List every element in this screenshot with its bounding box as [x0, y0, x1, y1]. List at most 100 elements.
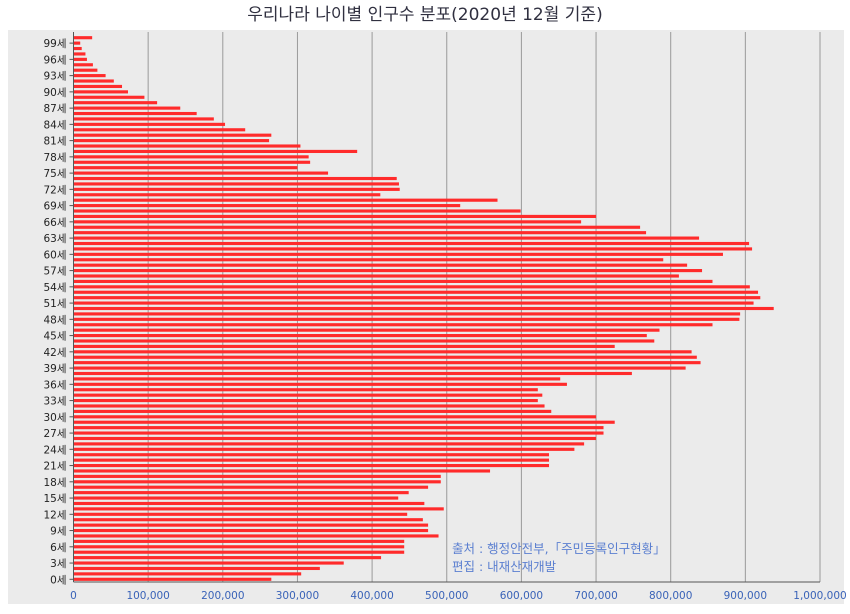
bar-age-5 [73, 550, 405, 554]
y-tick-label: 66세 [43, 217, 66, 229]
bar-age-8 [73, 534, 439, 538]
y-tick-label: 18세 [43, 477, 66, 489]
bar-age-42 [73, 350, 692, 354]
bar-age-48 [73, 317, 740, 321]
bar-age-60 [73, 252, 723, 256]
bar-age-52 [73, 296, 761, 300]
x-tick-label: 600,000 [500, 590, 543, 602]
bar-age-58 [73, 263, 688, 267]
bar-age-57 [73, 269, 703, 273]
bar-age-9 [73, 528, 429, 533]
chart-title: 우리나라 나이별 인구수 분포(2020년 12월 기준) [247, 5, 602, 25]
bar-age-40 [73, 361, 701, 365]
bar-age-97 [73, 52, 86, 56]
bar-age-72 [73, 187, 400, 191]
bar-age-25 [73, 442, 585, 446]
y-tick-label: 93세 [43, 71, 66, 83]
bar-age-35 [73, 388, 538, 392]
bar-age-32 [73, 404, 545, 408]
bar-age-78 [73, 155, 309, 159]
bar-age-31 [73, 409, 552, 413]
bar-age-74 [73, 176, 397, 181]
y-tick-label: 60세 [43, 249, 66, 261]
bar-age-56 [73, 274, 679, 278]
bar-age-47 [73, 323, 713, 327]
bar-age-89 [73, 95, 145, 99]
bar-age-69 [73, 204, 461, 208]
bar-age-34 [73, 393, 543, 397]
bar-age-71 [73, 193, 381, 197]
bar-age-80 [73, 144, 301, 148]
bar-age-93 [73, 74, 106, 78]
bar-age-49 [73, 312, 741, 316]
y-tick-label: 87세 [43, 103, 66, 115]
bar-age-22 [73, 458, 550, 462]
bar-age-73 [73, 182, 399, 186]
editor-note: 편집 : 내재산재개발 [452, 559, 557, 574]
bar-age-39 [73, 366, 686, 370]
bar-age-54 [73, 285, 750, 289]
y-tick-label: 54세 [43, 282, 66, 294]
bar-age-94 [73, 68, 98, 72]
x-tick-label: 800,000 [649, 590, 692, 602]
bar-age-13 [73, 507, 444, 511]
bar-age-29 [73, 420, 615, 424]
y-tick-label: 21세 [43, 461, 66, 473]
bar-age-41 [73, 355, 697, 359]
bar-age-45 [73, 334, 647, 338]
bar-layer [73, 36, 774, 581]
bar-age-43 [73, 344, 615, 348]
bar-age-33 [73, 399, 538, 403]
bar-age-66 [73, 220, 582, 224]
bar-age-24 [73, 447, 575, 451]
bar-age-38 [73, 371, 632, 376]
y-tick-label: 30세 [43, 412, 66, 424]
bar-age-96 [73, 57, 87, 61]
y-tick-label: 96세 [43, 54, 66, 66]
bar-age-53 [73, 290, 759, 294]
bar-age-37 [73, 377, 561, 381]
y-tick-label: 48세 [43, 314, 66, 326]
y-tick-label: 72세 [43, 184, 66, 196]
bar-age-18 [73, 480, 441, 484]
bar-age-23 [73, 453, 550, 457]
bar-age-61 [73, 247, 753, 251]
bar-age-55 [73, 279, 713, 283]
bar-age-4 [73, 556, 382, 560]
bar-age-12 [73, 512, 408, 516]
x-tick-labels: 0 100,000 200,000 300,000 400,000 500,000 600,… [70, 590, 847, 602]
bar-age-79 [73, 149, 358, 154]
x-tick-label: 0 [70, 590, 77, 602]
bar-age-28 [73, 426, 604, 430]
x-tick-label: 500,000 [425, 590, 468, 602]
x-tick-label: 400,000 [350, 590, 393, 602]
bar-age-68 [73, 209, 521, 213]
bar-age-59 [73, 258, 664, 262]
bar-age-91 [73, 84, 123, 89]
bar-age-77 [73, 160, 311, 164]
bar-age-21 [73, 463, 550, 468]
source-note: 출처 : 행정안전부,「주민등록인구현황」 [452, 541, 666, 556]
y-tick-label: 90세 [43, 87, 66, 99]
bar-age-64 [73, 231, 647, 235]
y-tick-label: 27세 [43, 428, 66, 440]
x-tick-label: 900,000 [724, 590, 767, 602]
bar-age-0 [73, 577, 272, 581]
bar-age-44 [73, 339, 655, 343]
bar-age-50 [73, 306, 774, 311]
bar-age-95 [73, 63, 93, 67]
bar-age-16 [73, 491, 409, 495]
y-tick-label: 78세 [43, 152, 66, 164]
bar-age-20 [73, 469, 491, 473]
x-tick-label: 1,000,000 [793, 590, 846, 602]
bar-age-86 [73, 111, 197, 116]
bar-age-11 [73, 518, 423, 522]
y-tick-label: 12세 [43, 509, 66, 521]
bar-age-15 [73, 496, 399, 500]
bar-age-10 [73, 523, 429, 527]
bar-age-88 [73, 101, 158, 105]
y-tick-label: 84세 [43, 119, 66, 131]
bar-age-51 [73, 301, 754, 305]
bar-age-2 [73, 566, 320, 571]
